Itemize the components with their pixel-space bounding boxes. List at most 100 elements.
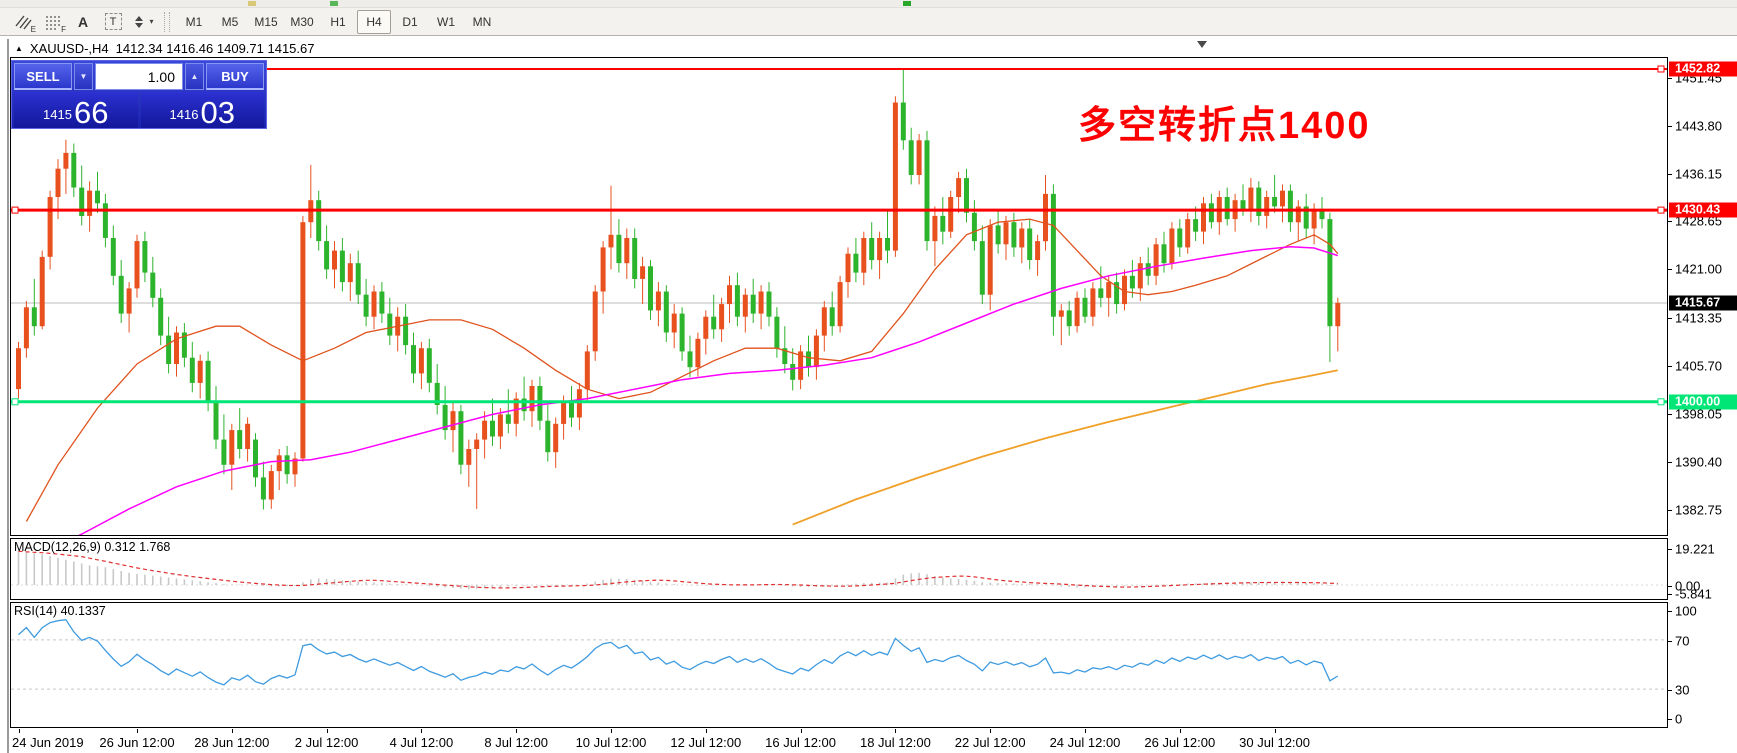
time-label: 30 Jul 12:00 [1239,735,1311,750]
macd-pane[interactable] [10,538,1668,600]
price-axis[interactable]: 1451.45 1443.80 1436.15 1428.65 1421.00 1413.… [1668,40,1737,753]
fibonacci-icon-label: F [61,24,66,34]
timeframe-m15[interactable]: M15 [254,14,278,29]
text-tool-button[interactable]: A [69,10,97,34]
time-label: 22 Jul 12:00 [954,735,1026,750]
price-tick [1668,269,1672,271]
timeframe-w1[interactable]: W1 [437,14,455,29]
equidistant-channel-button[interactable]: E [9,10,37,34]
text-label-button[interactable]: T [99,10,127,34]
current-price-tag: 1415.67 [1669,295,1737,311]
timeframe-m5[interactable]: M5 [221,14,239,29]
time-label: 24 Jun 2019 [12,735,84,750]
sell-price-big: 66 [73,95,109,130]
time-tick [421,729,423,733]
main-chart-canvas[interactable] [11,58,1667,535]
arrows-dropdown-caret[interactable]: ▾ [149,17,154,26]
time-axis[interactable]: 24 Jun 2019 26 Jun 12:00 28 Jun 12:00 2 Jul… [10,729,1668,753]
one-click-trade-panel: SELL ▼ 1.00 ▲ BUY 1415 66 1416 03 [11,60,267,129]
time-label: 12 Jul 12:00 [670,735,742,750]
macd-axis-tick [1668,594,1672,595]
price-line-tag: 1430.43 [1669,202,1737,218]
chart-titlebar: ▲ XAUUSD-,H4 1412.34 1416.46 1409.71 141… [10,40,1673,57]
symbol-collapse-icon[interactable]: ▲ [15,44,23,53]
price-tick [1668,174,1672,176]
macd-axis-tick [1668,586,1672,587]
price-tick [1668,77,1672,79]
buy-price-small: 1416 [169,107,199,122]
partial-icon-2 [330,1,338,6]
chart-ohlc-values: 1412.34 1416.46 1409.71 1415.67 [115,41,315,56]
fibonacci-button[interactable]: F [39,10,67,34]
fibonacci-icon [46,15,60,30]
rsi-canvas[interactable] [11,603,1667,727]
price-tick-label: 1413.35 [1675,310,1722,326]
macd-signal-value: 1.768 [139,540,171,554]
timeframe-h1[interactable]: H1 [330,14,346,29]
price-tick-label: 1398.05 [1675,406,1722,422]
time-tick [516,729,518,733]
time-tick [231,729,233,733]
sell-button[interactable]: SELL [14,63,72,90]
price-tick [1668,317,1672,319]
arrows-button[interactable]: ▾ [129,10,157,34]
rsi-axis-tick [1668,719,1672,720]
macd-axis-label: -5.841 [1675,586,1712,602]
chart-shift-marker[interactable] [1197,41,1207,48]
partial-icon-1 [248,1,256,6]
rsi-pane[interactable] [10,602,1668,728]
price-tick-label: 1443.80 [1675,118,1722,134]
ma-slow [78,246,1339,535]
price-line-tag: 1400.00 [1669,394,1737,410]
equidistant-channel-icon [15,15,32,29]
volume-input[interactable]: 1.00 [95,63,183,90]
timeframe-h4[interactable]: H4 [357,9,391,34]
sell-price-box[interactable]: 1415 66 [14,92,138,128]
price-tick-label: 1405.70 [1675,358,1722,374]
price-tick-label: 1421.00 [1675,261,1722,277]
buy-price-box[interactable]: 1416 03 [140,92,264,130]
rsi-axis-label: 100 [1675,603,1697,619]
macd-canvas[interactable] [11,539,1667,599]
time-tick [1274,729,1276,733]
rsi-name: RSI(14) [14,604,58,618]
timeframe-m1[interactable]: M1 [185,14,203,29]
text-tool-icon: A [77,13,89,30]
arrows-icon [135,15,144,28]
price-tick [1668,221,1672,223]
toolbar-grip[interactable] [164,11,170,32]
buy-price-big: 03 [200,95,235,130]
price-tick-label: 1436.15 [1675,166,1722,182]
price-tick [1668,365,1672,367]
time-label: 16 Jul 12:00 [765,735,837,750]
time-label: 2 Jul 12:00 [294,735,359,750]
toolbar-row-partial [0,0,1737,8]
rsi-value: 40.1337 [60,604,106,618]
time-label: 10 Jul 12:00 [575,735,647,750]
macd-axis-tick [1668,549,1672,550]
volume-decrease-button[interactable]: ▼ [74,63,93,90]
timeframe-group: M1 M5 M15 M30 H1 H4 D1 W1 MN [176,9,500,34]
time-label: 4 Jul 12:00 [389,735,454,750]
rsi-axis-label: 70 [1675,633,1690,649]
buy-button[interactable]: BUY [206,63,264,90]
macd-main-value: 0.312 [104,540,136,554]
partial-icon-3 [903,1,911,6]
macd-axis-label: 0.00 [1675,578,1701,594]
main-chart-pane[interactable] [10,57,1668,536]
timeframe-mn[interactable]: MN [472,14,492,29]
rsi-axis-tick [1668,611,1672,612]
time-tick [800,729,802,733]
rsi-axis-label: 30 [1675,682,1690,698]
timeframe-d1[interactable]: D1 [402,14,418,29]
time-tick [895,729,897,733]
volume-increase-button[interactable]: ▲ [185,63,204,90]
price-tick [1668,462,1672,464]
time-label: 24 Jul 12:00 [1049,735,1121,750]
macd-label: MACD(12,26,9) 0.312 1.768 [14,540,170,554]
time-tick [18,729,20,733]
time-label: 28 Jun 12:00 [194,735,270,750]
time-tick [1085,729,1086,733]
timeframe-m30[interactable]: M30 [290,14,314,29]
sell-price-small: 1415 [43,107,72,122]
